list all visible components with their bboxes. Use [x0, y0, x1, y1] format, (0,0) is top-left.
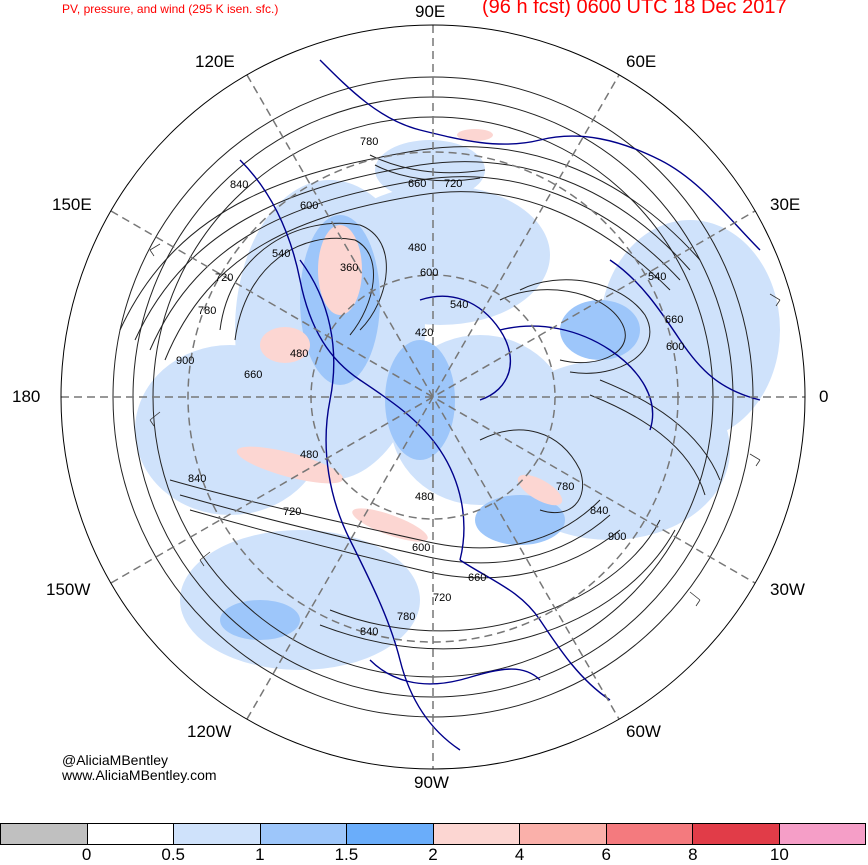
colorbar-cell — [779, 824, 865, 844]
colorbar-tick-label: 10 — [769, 845, 789, 864]
colorbar-cell — [520, 824, 607, 844]
lon-label-150e: 150E — [52, 195, 92, 214]
contour-labels: 780 660 720 840 600 480 360 600 540 540 … — [176, 136, 684, 638]
contour-label: 480 — [300, 449, 318, 461]
colorbar-cell — [347, 824, 434, 844]
contour-label: 780 — [360, 136, 378, 148]
contour-label: 600 — [420, 267, 438, 279]
lon-label-60e: 60E — [626, 52, 657, 71]
colorbar-cell — [433, 824, 520, 844]
valid-time-title: (96 h fcst) 0600 UTC 18 Dec 2017 — [482, 0, 787, 18]
coastlines — [239, 59, 761, 751]
lon-label-30w: 30W — [770, 580, 805, 599]
contour-label: 480 — [290, 348, 308, 360]
wind-barbs — [149, 243, 781, 607]
colorbar-tick-label: 1 — [255, 845, 265, 864]
credit-handle: @AliciaMBentley — [62, 752, 169, 768]
contour-label: 480 — [415, 491, 433, 503]
contour-label: 660 — [408, 178, 426, 190]
lon-label-180: 180 — [12, 387, 41, 406]
colorbar-cell — [87, 824, 174, 844]
colorbar-tick-label: 6 — [601, 845, 611, 864]
colorbar-cell — [606, 824, 693, 844]
contour-label: 540 — [648, 271, 666, 283]
colorbar-tick-label: 8 — [688, 845, 698, 864]
colorbar-cell — [174, 824, 261, 844]
lon-label-90w: 90W — [414, 773, 449, 792]
lon-label-120w: 120W — [187, 722, 232, 741]
colorbar-cell — [693, 824, 780, 844]
contour-label: 840 — [360, 626, 378, 638]
product-title: PV, pressure, and wind (295 K isen. sfc.… — [62, 2, 279, 16]
contour-label: 840 — [188, 473, 206, 485]
contour-label: 720 — [215, 272, 233, 284]
contour-label: 840 — [590, 505, 608, 517]
graticule — [61, 25, 805, 769]
contour-label: 660 — [244, 369, 262, 381]
contour-label: 600 — [300, 200, 318, 212]
lon-label-0: 0 — [819, 387, 829, 406]
colorbar-cell — [1, 824, 88, 844]
contour-label: 600 — [666, 341, 684, 353]
contour-label: 600 — [412, 542, 430, 554]
contour-label: 420 — [415, 327, 433, 339]
contour-label: 780 — [556, 481, 574, 493]
lon-label-30e: 30E — [770, 195, 801, 214]
lon-label-120e: 120E — [195, 52, 235, 71]
contour-label: 660 — [468, 572, 486, 584]
colorbar-tick-label: 1.5 — [334, 845, 359, 864]
contour-label: 540 — [450, 299, 468, 311]
contour-label: 900 — [608, 531, 626, 543]
colorbar-cell — [260, 824, 347, 844]
contour-label: 540 — [272, 248, 290, 260]
contour-label: 840 — [230, 179, 248, 191]
colorbar-tick-label: 4 — [514, 845, 525, 864]
lon-label-60w: 60W — [626, 722, 661, 741]
colorbar-tick-label: 2 — [428, 845, 438, 864]
contour-label: 480 — [408, 242, 426, 254]
colorbar-tick-label: 0.5 — [161, 845, 186, 864]
contour-label: 720 — [433, 592, 451, 604]
contour-label: 720 — [283, 506, 301, 518]
credit-website: www.AliciaMBentley.com — [62, 767, 217, 783]
contour-label: 780 — [198, 305, 216, 317]
lon-label-90e: 90E — [415, 2, 446, 21]
pv-shading — [135, 129, 780, 670]
map-boundary — [60, 24, 806, 770]
lon-label-150w: 150W — [46, 580, 91, 599]
contour-label: 900 — [176, 355, 194, 367]
contour-label: 720 — [444, 178, 462, 190]
contour-label: 780 — [397, 611, 415, 623]
colorbar — [0, 823, 866, 845]
colorbar-tick-label: 0 — [81, 845, 92, 864]
contour-label: 660 — [665, 314, 683, 326]
polar-map: 780 660 720 840 600 480 360 600 540 540 … — [60, 24, 806, 770]
map-content — [112, 59, 781, 751]
contour-label: 360 — [340, 262, 358, 274]
